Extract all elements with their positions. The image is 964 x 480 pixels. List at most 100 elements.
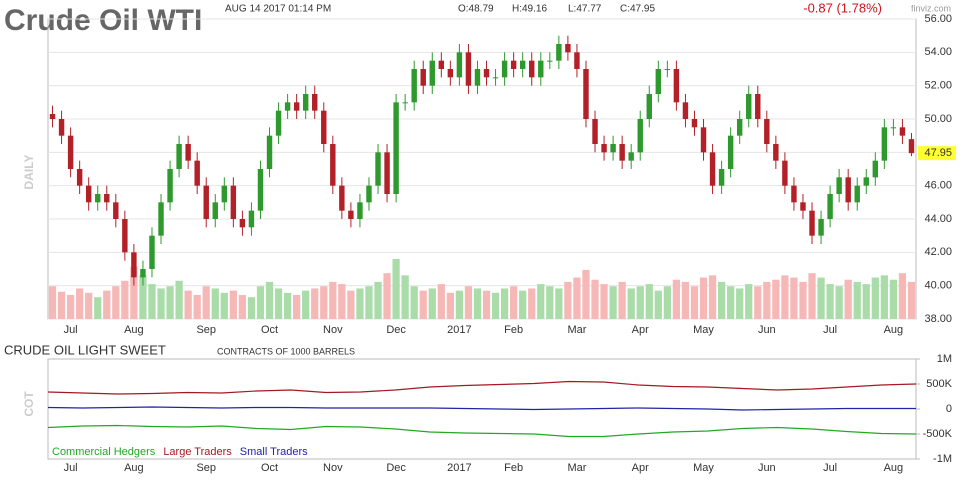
candle-body <box>899 127 906 136</box>
cot-subtitle: CONTRACTS OF 1000 BARRELS <box>217 346 355 356</box>
candle-body <box>67 135 74 169</box>
volume-bar <box>347 290 355 319</box>
candle-body <box>131 252 137 278</box>
candle-body <box>601 144 607 153</box>
volume-bar <box>121 280 129 319</box>
candle-body <box>429 60 435 86</box>
volume-bar <box>862 284 870 319</box>
candle-body <box>447 69 454 78</box>
y-tick-label: 38.00 <box>924 313 952 325</box>
x-tick-label: 2017 <box>447 462 471 474</box>
candle-body <box>330 144 336 186</box>
candle-body <box>800 202 806 211</box>
volume-bar <box>103 290 111 319</box>
candle-body <box>510 60 517 69</box>
volume-bar <box>482 290 491 319</box>
volume-bar <box>139 275 147 319</box>
candle-body <box>791 185 797 203</box>
volume-bar <box>790 277 798 319</box>
candle-body <box>149 235 155 269</box>
volume-bar <box>211 288 219 319</box>
candle-body <box>212 202 218 219</box>
volume-bar <box>274 288 283 319</box>
x-tick-label: Jul <box>64 324 78 336</box>
candle-body <box>718 169 725 186</box>
datetime: AUG 14 2017 01:14 PM <box>225 4 331 15</box>
volume-bar <box>636 286 644 319</box>
candle-body <box>348 210 354 219</box>
volume-bar <box>699 277 708 319</box>
candle-body <box>836 177 842 194</box>
candle-body <box>393 102 399 194</box>
candle-body <box>709 152 716 186</box>
candle-body <box>673 69 680 103</box>
candle-body <box>76 169 83 186</box>
candle-body <box>203 185 209 219</box>
volume-bar <box>293 295 301 319</box>
candle-body <box>583 69 589 119</box>
x-tick-label: Feb <box>504 324 523 336</box>
candle-body <box>619 144 625 161</box>
candle-body <box>782 160 788 186</box>
candle-body <box>547 60 553 62</box>
volume-bar <box>491 292 500 319</box>
y-tick-label: 500K <box>926 378 952 390</box>
candle-body <box>122 219 128 253</box>
volume-bar <box>880 275 888 319</box>
candle-body <box>872 160 879 178</box>
candle-body <box>411 69 417 103</box>
volume-bar <box>437 284 445 319</box>
volume-bar <box>193 295 201 319</box>
candle-body <box>375 152 381 186</box>
volume-bar <box>754 286 762 319</box>
volume-bar <box>835 286 843 319</box>
close-label: C:47.95 <box>620 4 655 15</box>
x-tick-label: Oct <box>261 324 278 336</box>
x-tick-label: Jul <box>823 462 837 474</box>
volume-bar <box>609 286 617 319</box>
volume-bar <box>618 281 626 319</box>
volume-bar <box>66 295 75 319</box>
candle-body <box>501 60 508 78</box>
y-tick-label: 1M <box>937 353 952 365</box>
volume-bar <box>112 286 120 319</box>
candle-body <box>357 202 363 219</box>
x-tick-label: Feb <box>504 462 523 474</box>
volume-bar <box>283 292 292 319</box>
x-tick-label: May <box>693 324 714 336</box>
volume-bar <box>220 292 228 319</box>
candle-body <box>809 210 815 236</box>
legend-label: Large Traders <box>163 446 232 458</box>
cot-title: CRUDE OIL LIGHT SWEET <box>4 342 166 357</box>
volume-bar <box>510 286 518 319</box>
volume-bar <box>383 273 391 319</box>
volume-bar <box>817 277 825 319</box>
candle-body <box>339 185 345 211</box>
volume-bar <box>464 286 473 319</box>
candle-body <box>248 210 255 228</box>
volume-bar <box>519 290 527 319</box>
candle-body <box>221 185 228 203</box>
candle-body <box>104 194 110 203</box>
candle-body <box>402 102 408 104</box>
volume-bar <box>166 286 174 319</box>
x-tick-label: Dec <box>386 324 406 336</box>
volume-bar <box>681 281 690 319</box>
candle-body <box>637 119 643 153</box>
candle-body <box>854 185 860 203</box>
candle-body <box>908 139 915 154</box>
volume-bar <box>654 290 662 319</box>
y-tick-label: 44.00 <box>924 213 952 225</box>
candle-body <box>890 127 897 129</box>
volume-bar <box>473 288 482 319</box>
volume-bar <box>392 259 400 319</box>
volume-bar <box>500 288 509 319</box>
x-tick-label: Apr <box>632 324 649 336</box>
y-tick-label: 56.00 <box>924 13 952 25</box>
volume-bar <box>582 269 590 319</box>
volume-bar <box>419 290 427 319</box>
x-tick-label: May <box>693 462 714 474</box>
candle-body <box>257 169 264 211</box>
y-tick-label: 40.00 <box>924 280 952 292</box>
volume-bar <box>573 277 581 319</box>
